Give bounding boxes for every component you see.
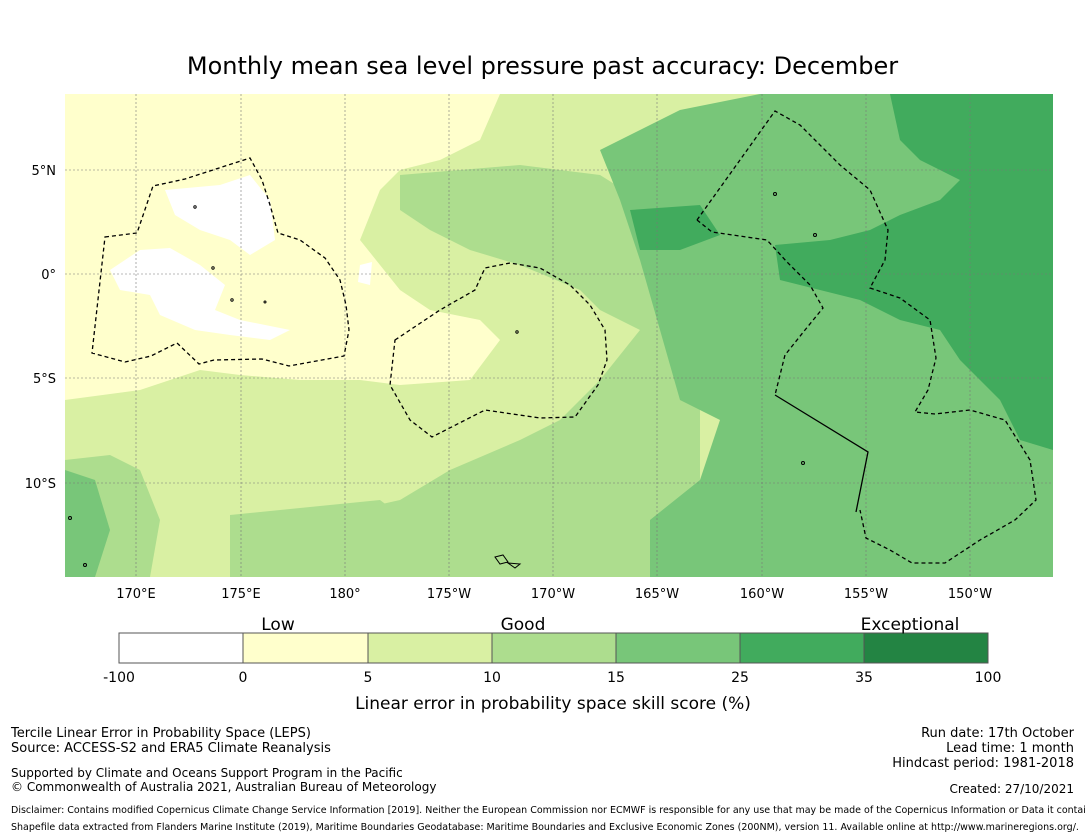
footer-line: Supported by Climate and Oceans Support … [11,766,403,780]
colorbar-tick: 25 [731,670,749,686]
skill-region-35 [775,94,1053,450]
colorbar-tick: 0 [239,670,248,686]
lon-label: 155°W [844,587,888,602]
colorbar-tick: 5 [364,670,373,686]
skill-region-0b [110,248,290,340]
lat-label: 0° [41,268,56,283]
colorbar [118,632,989,664]
created-date: Created: 27/10/2021 [949,782,1074,796]
lon-label: 160°W [740,587,784,602]
eez-solid-boundary [774,394,869,513]
lon-label: 170°W [531,587,575,602]
skill-region-25b [65,470,110,577]
lon-label: 170°E [116,587,156,602]
chart-title: Monthly mean sea level pressure past acc… [186,52,899,80]
colorbar-tick: 15 [607,670,625,686]
colorbar-swatch [118,632,244,664]
colorbar-swatch [863,632,989,664]
category-low: Low [261,615,295,635]
lat-label: 5°S [33,372,56,387]
footer-line: Source: ACCESS-S2 and ERA5 Climate Reana… [11,741,331,756]
run-date: Run date: 17th October [921,726,1074,741]
category-exceptional: Exceptional [861,615,960,635]
colorbar-swatch [491,632,617,664]
footer-line: © Commonwealth of Australia 2021, Austra… [11,780,437,794]
colorbar-ticks: -100 0 5 10 15 25 35 100 [103,670,1001,686]
shapefile-credit: Shapefile data extracted from Flanders M… [11,822,1079,833]
lead-time: Lead time: 1 month [946,741,1074,756]
lon-label: 150°W [948,587,992,602]
lon-label: 165°W [635,587,679,602]
eez-kiribati-phoenix [389,262,608,438]
colorbar-swatch [615,632,741,664]
colorbar-swatch [739,632,865,664]
skill-region-0c [358,262,372,285]
skill-region-5 [65,94,500,400]
lat-label: 5°N [32,164,57,179]
lon-label: 175°W [427,587,471,602]
colorbar-tick: 10 [483,670,501,686]
lon-label: 175°E [221,587,261,602]
islands [68,192,817,569]
lat-label: 10°S [25,477,56,492]
skill-region-15c [230,500,420,577]
lat-axis-labels: 5°N 0° 5°S 10°S [25,164,56,492]
disclaimer: Disclaimer: Contains modified Copernicus… [11,805,1085,816]
colorbar-tick: 35 [855,670,873,686]
colorbar-tick: 100 [975,670,1002,686]
lon-axis-labels: 170°E 175°E 180° 175°W 170°W 165°W 160°W… [116,587,992,602]
colorbar-swatch [242,632,369,664]
colorbar-label: Linear error in probability space skill … [355,694,751,714]
colorbar-swatch [367,632,493,664]
footer-run-info: Run date: 17th October Lead time: 1 mont… [892,726,1074,771]
category-good: Good [501,615,546,635]
colorbar-tick: -100 [103,670,135,686]
skill-region-15 [300,165,700,577]
eez-boundaries [91,110,1037,564]
footer-support: Supported by Climate and Oceans Support … [11,766,436,794]
skill-region-35b [630,205,720,250]
eez-kiribati-line [696,110,1037,564]
eez-line-inner [696,219,824,396]
footer-method: Tercile Linear Error in Probability Spac… [11,726,331,756]
lon-label: 180° [329,587,360,602]
hindcast-period: Hindcast period: 1981-2018 [892,756,1074,771]
skill-region-0 [165,175,275,255]
footer-line: Tercile Linear Error in Probability Spac… [11,726,311,741]
colorbar-category-labels: Low Good Exceptional [261,615,959,635]
gridlines [65,94,1053,577]
